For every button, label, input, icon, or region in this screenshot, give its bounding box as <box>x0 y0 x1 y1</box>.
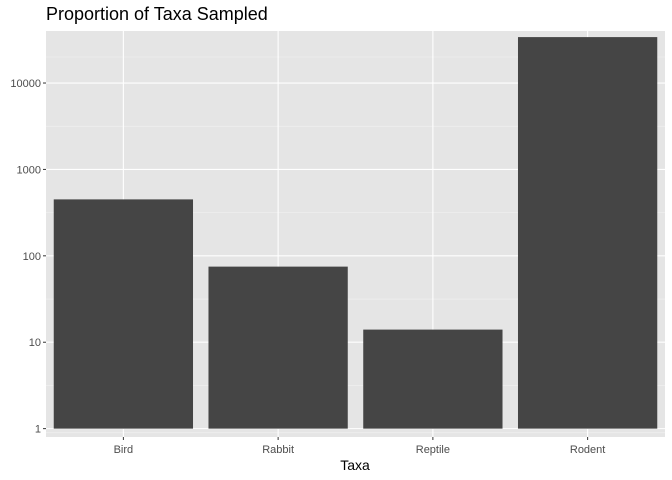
bar-bird <box>53 199 194 429</box>
chart-title: Proportion of Taxa Sampled <box>46 4 268 24</box>
y-tick-label: 10 <box>29 337 41 349</box>
x-tick-label: Reptile <box>416 444 450 456</box>
y-axis: 1 10 100 1000 10000 <box>10 78 46 436</box>
y-tick-label: 10000 <box>10 78 41 90</box>
bar-rabbit <box>208 266 348 429</box>
bar-reptile <box>363 329 503 429</box>
y-tick-label: 1000 <box>17 164 41 176</box>
y-tick-label: 100 <box>23 251 41 263</box>
y-tick-label: 1 <box>35 424 41 436</box>
x-tick-label: Rodent <box>570 444 605 456</box>
x-axis: Bird Rabbit Reptile Rodent <box>114 437 605 456</box>
x-tick-label: Bird <box>114 444 134 456</box>
x-axis-title: Taxa <box>340 457 370 473</box>
x-tick-label: Rabbit <box>262 444 294 456</box>
bars <box>53 37 658 429</box>
bar-rodent <box>517 37 658 429</box>
